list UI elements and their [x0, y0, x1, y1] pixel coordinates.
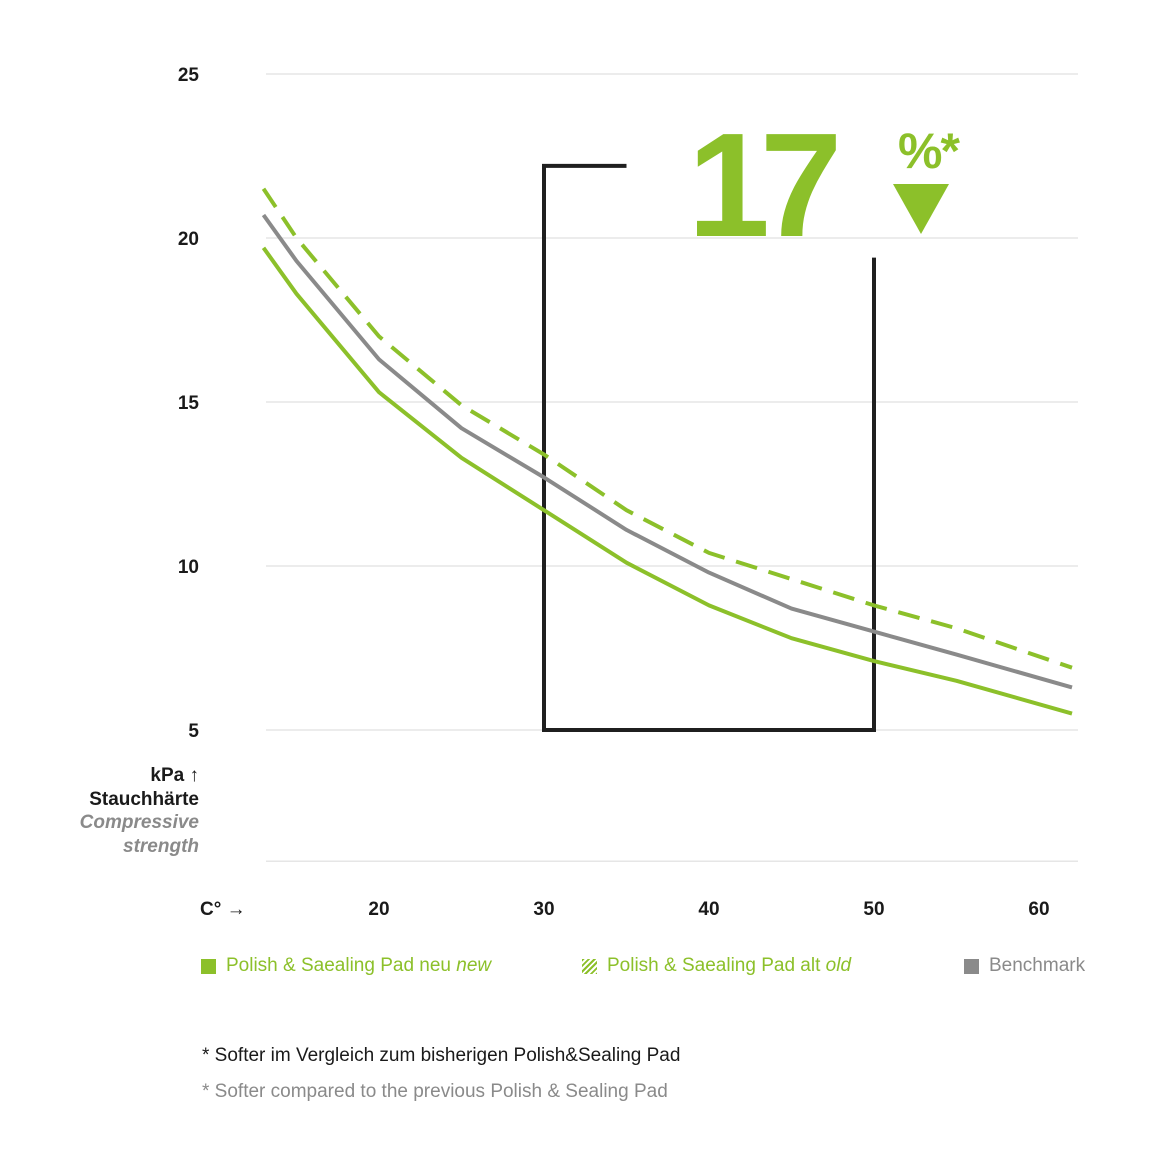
- y-axis-label-en-2: strength: [123, 835, 199, 857]
- series-line-2: [261, 246, 1073, 716]
- legend-item-old: Polish & Saealing Pad alt old: [582, 955, 851, 977]
- y-axis-label-en-1: Compressive: [79, 812, 199, 833]
- highlight-bracket: [542, 163, 876, 732]
- legend-swatch-grey: [964, 958, 979, 974]
- legend-label-new-italic: new: [456, 955, 492, 976]
- legend-swatch-hatched: [582, 958, 597, 974]
- x-tick-label: 60: [1028, 899, 1049, 920]
- y-axis-unit: kPa ↑: [80, 764, 199, 788]
- legend-swatch-solid: [201, 958, 216, 974]
- x-tick-label: 50: [863, 899, 884, 920]
- highlight-box: [542, 163, 876, 732]
- up-arrow-icon: ↑: [189, 765, 200, 786]
- x-axis-label: C° →: [200, 899, 246, 920]
- series-line-1: [261, 213, 1073, 690]
- y-axis-ticks: 5 10 15 20 25: [178, 65, 200, 742]
- legend-item-benchmark: Benchmark: [964, 955, 1085, 977]
- down-arrow-icon: [893, 184, 949, 234]
- annotation-value: 17: [688, 103, 836, 268]
- x-tick-label: 30: [533, 899, 554, 920]
- y-tick-label: 25: [178, 65, 200, 86]
- legend-label-benchmark: Benchmark: [989, 955, 1086, 976]
- grid-lines: [266, 73, 1078, 862]
- y-axis-label-de: Stauchhärte: [89, 788, 199, 810]
- x-tick-label: 40: [698, 899, 719, 920]
- legend-label-new: Polish & Saealing Pad neu: [226, 955, 451, 976]
- y-tick-label: 20: [178, 229, 199, 250]
- footnote-de: * Softer im Vergleich zum bisherigen Pol…: [202, 1045, 681, 1066]
- annotation-suffix: %*: [898, 123, 960, 179]
- y-tick-label: 10: [178, 557, 199, 578]
- x-axis-ticks: C° → 20 30 40 50 60: [200, 899, 1050, 920]
- y-tick-label: 15: [178, 393, 200, 414]
- reduction-annotation: 17 %*: [688, 103, 963, 268]
- y-unit-text: kPa: [150, 765, 185, 786]
- x-tick-label: 20: [368, 899, 389, 920]
- series-line-0: [261, 187, 1073, 670]
- footnote-en: * Softer compared to the previous Polish…: [202, 1081, 668, 1102]
- legend-item-new: Polish & Saealing Pad neu new: [201, 955, 491, 977]
- legend-label-old: Polish & Saealing Pad alt: [607, 955, 821, 976]
- y-axis-label: kPa ↑ Stauchhärte Compressive strength: [80, 764, 199, 858]
- legend-label-old-italic: old: [825, 955, 852, 976]
- y-tick-label: 5: [188, 721, 199, 742]
- series-lines: [261, 187, 1073, 716]
